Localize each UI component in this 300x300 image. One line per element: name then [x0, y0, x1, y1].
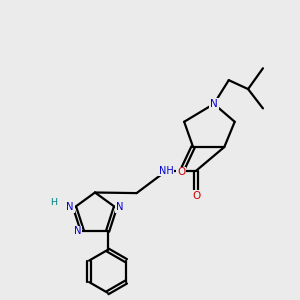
Text: NH: NH — [159, 166, 174, 176]
Text: N: N — [67, 202, 74, 212]
Text: N: N — [74, 226, 82, 236]
Text: O: O — [192, 191, 200, 201]
Text: N: N — [210, 99, 218, 109]
Text: H: H — [50, 198, 57, 207]
Text: N: N — [116, 202, 124, 212]
Text: O: O — [177, 167, 185, 177]
